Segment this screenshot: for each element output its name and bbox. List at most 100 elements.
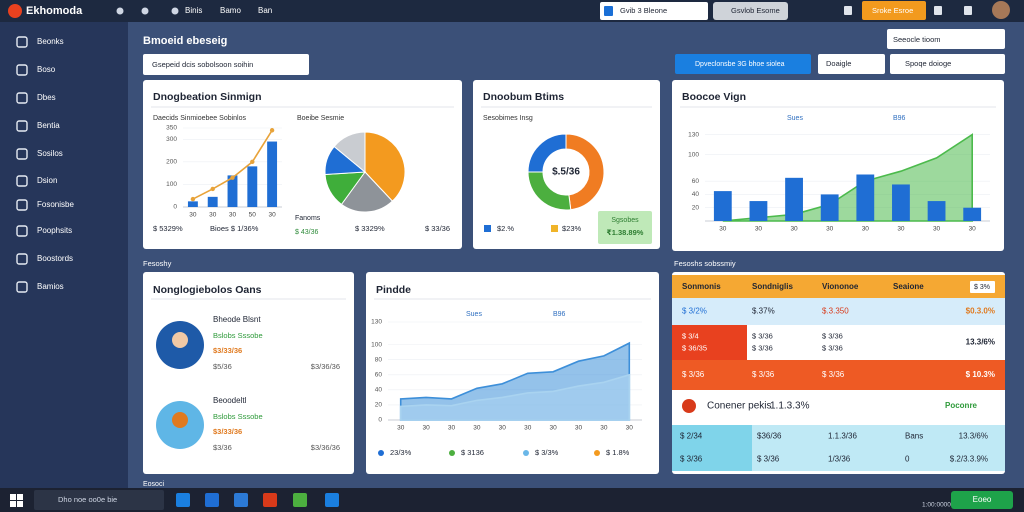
- y-tick-label: 100: [166, 181, 177, 188]
- table-row: [672, 360, 1005, 390]
- x-tick-label: 30: [969, 226, 977, 233]
- table-cell: $.3.350: [822, 307, 849, 316]
- sidebar-item[interactable]: Fosonisbe: [37, 200, 74, 209]
- primary-button[interactable]: [675, 54, 811, 74]
- card-subtitle: Daecids Sinmioebee Sobinlos: [153, 115, 246, 122]
- highlight-value: 1.1.3.3%: [770, 401, 810, 412]
- legend-entry: Sues: [787, 115, 803, 122]
- table-cell-highlight: [672, 325, 747, 360]
- nav-link[interactable]: Ban: [258, 6, 272, 15]
- y-tick-label: 20: [692, 204, 700, 211]
- sidebar-item[interactable]: Dbes: [37, 93, 56, 102]
- table-cell: $ 3/36: [752, 370, 775, 379]
- nav-icon: [16, 36, 28, 48]
- person-status: Bslobs Sssobe: [213, 412, 263, 421]
- sidebar-item[interactable]: Beonks: [37, 37, 64, 46]
- taskbar-app[interactable]: [176, 493, 190, 507]
- top-icon: [964, 6, 972, 15]
- button-label: Doaigle: [826, 59, 851, 68]
- taskbar-app[interactable]: [263, 493, 277, 507]
- column-header: Seaione: [893, 282, 924, 291]
- x-tick-label: 30: [755, 226, 763, 233]
- sidebar-item[interactable]: Poophsits: [37, 226, 72, 235]
- bar: [713, 191, 732, 221]
- taskbar-app[interactable]: [293, 493, 307, 507]
- table-cell: $ 2/34: [680, 432, 703, 441]
- x-tick-label: 30: [499, 425, 507, 432]
- table-cell: Bans: [905, 432, 923, 441]
- top-icon: [844, 6, 852, 15]
- person-name: Bheode Blsnt: [213, 315, 261, 324]
- sidebar-item[interactable]: Bamios: [37, 282, 64, 291]
- nav-link[interactable]: Binis: [185, 6, 202, 15]
- button-label: Sroke Esroe: [872, 6, 913, 15]
- search-select[interactable]: [600, 2, 708, 20]
- taskbar-search[interactable]: [34, 490, 164, 510]
- sidebar: [0, 22, 128, 488]
- caption-value: $ 43/36: [295, 229, 318, 236]
- table-cell: 0: [905, 455, 910, 464]
- area: [722, 133, 973, 222]
- range-text: Seeocle tioom: [893, 35, 941, 44]
- person-amount: $3/33/36: [213, 427, 242, 436]
- caption: Fanoms: [295, 215, 321, 222]
- y-tick-label: 20: [375, 402, 383, 409]
- legend-dot: [449, 450, 455, 456]
- legend-entry: $ 3/3%: [535, 448, 559, 457]
- y-tick-label: 40: [375, 387, 383, 394]
- logo: [8, 4, 22, 18]
- table-cell: $ 3/36: [757, 455, 780, 464]
- line-point: [230, 175, 235, 180]
- x-tick-label: 30: [600, 425, 608, 432]
- x-tick-label: 30: [549, 425, 557, 432]
- button[interactable]: [818, 54, 885, 74]
- action-button[interactable]: [862, 1, 926, 20]
- table-cell: $.37%: [752, 307, 775, 316]
- table-cell: $ 3/36: [822, 370, 845, 379]
- nav-link[interactable]: Bamo: [220, 6, 241, 15]
- filter-select[interactable]: [143, 54, 309, 75]
- highlight-label: Conener pekis: [707, 401, 771, 412]
- x-tick-label: 30: [473, 425, 481, 432]
- table-cell: $ 3/36: [682, 370, 705, 379]
- y-tick-label: 350: [166, 125, 177, 132]
- x-tick-label: 30: [229, 212, 237, 219]
- legend-swatch: [484, 225, 491, 232]
- taskbar-app[interactable]: [234, 493, 248, 507]
- table-row: [672, 298, 1005, 325]
- x-tick-label: 30: [189, 212, 197, 219]
- bar: [207, 196, 218, 207]
- sidebar-item[interactable]: Boostords: [37, 254, 73, 263]
- bar: [187, 201, 198, 207]
- button[interactable]: [713, 2, 788, 20]
- card-subtitle: Sesobimes Insg: [483, 115, 533, 122]
- sidebar-item[interactable]: Dsion: [37, 176, 57, 185]
- table-cell: $0.3.0%: [966, 307, 995, 316]
- start-logo: [17, 494, 23, 500]
- sidebar-item[interactable]: Bentia: [37, 121, 60, 130]
- legend-dot: [523, 450, 529, 456]
- donut-slice: [527, 133, 567, 173]
- x-tick-label: 30: [862, 226, 870, 233]
- page-title: Bmoeid ebeseig: [143, 35, 227, 47]
- card: [143, 80, 462, 249]
- button[interactable]: [890, 54, 1005, 74]
- sidebar-item[interactable]: Sosilos: [37, 149, 63, 158]
- x-tick-label: 30: [897, 226, 905, 233]
- range-select[interactable]: [887, 29, 1005, 49]
- y-tick-label: 100: [688, 151, 699, 158]
- taskbar-app[interactable]: [325, 493, 339, 507]
- table-row: [672, 425, 752, 448]
- start-logo: [10, 501, 16, 507]
- card: [366, 272, 659, 474]
- sidebar-item[interactable]: Boso: [37, 65, 56, 74]
- table-cell: $ 3/4: [682, 331, 699, 340]
- section-label: Fesoshy: [143, 259, 172, 268]
- x-tick-label: 30: [719, 226, 727, 233]
- button-label: Spoqe doioge: [905, 59, 951, 68]
- taskbar-app[interactable]: [205, 493, 219, 507]
- table-cell: $ 3/36: [752, 343, 773, 352]
- table-cell: $.2/3.3.9%: [950, 455, 988, 464]
- badge-title: Sgsobes: [611, 217, 639, 224]
- taskbar-button[interactable]: [951, 491, 1013, 509]
